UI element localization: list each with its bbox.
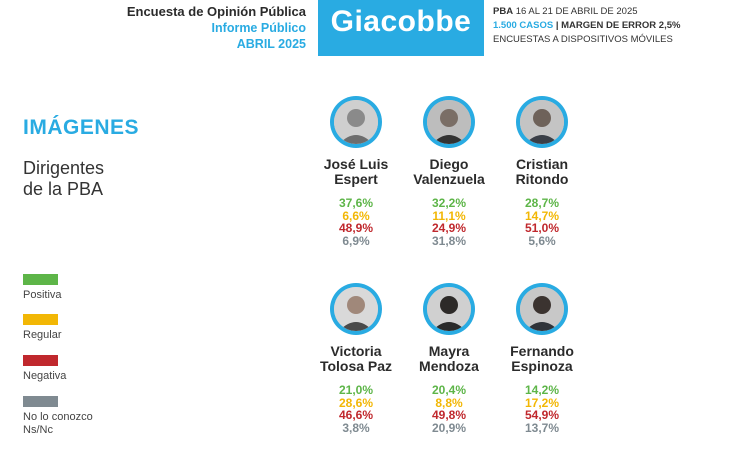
portrait-icon: [427, 287, 471, 331]
error-margin: | MARGEN DE ERROR 2,5%: [555, 20, 681, 31]
portrait-icon: [334, 287, 378, 331]
value-no-conozco: 3,8%: [342, 420, 370, 435]
candidate-avatar: [330, 283, 382, 335]
header-methodology: PBA 16 AL 21 DE ABRIL DE 2025 1.500 CASO…: [493, 5, 680, 47]
section-title: IMÁGENES: [23, 116, 140, 139]
sample-size: 1.500 CASOS: [493, 20, 554, 31]
survey-method: ENCUESTAS A DISPOSITIVOS MÓVILES: [493, 34, 673, 45]
legend-swatch-regular: [23, 314, 58, 325]
value-positiva: 28,7%: [524, 196, 560, 210]
candidate-avatar: [330, 96, 382, 148]
value-negativa: 48,9%: [338, 221, 374, 235]
value-positiva: 32,2%: [431, 196, 467, 210]
candidate-card: Mayra Mendoza 20,4% 8,8% 49,8% 20,9%: [394, 283, 504, 434]
value-negativa: 46,6%: [338, 408, 374, 422]
candidate-card: Fernando Espinoza 14,2% 17,2% 54,9% 13,7…: [487, 283, 597, 434]
candidate-first-name: Mayra: [428, 343, 470, 359]
candidate-last-name: Mendoza: [419, 358, 479, 374]
candidate-first-name: José Luis: [323, 156, 389, 172]
candidate-last-name: Espinoza: [511, 358, 573, 374]
region-label: PBA: [493, 6, 514, 17]
candidate-first-name: Cristian: [515, 156, 569, 172]
value-regular: 11,1%: [432, 208, 466, 223]
report-type: Informe Público: [211, 21, 306, 35]
legend-item-negativa: Negativa: [23, 355, 66, 383]
survey-title: Encuesta de Opinión Pública: [126, 4, 306, 19]
legend-swatch-negativa: [23, 355, 58, 366]
legend-label-regular: Regular: [23, 329, 62, 341]
candidate-first-name: Victoria: [330, 343, 382, 359]
candidate-avatar: [516, 96, 568, 148]
candidate-first-name: Fernando: [510, 343, 574, 359]
legend-label-negativa: Negativa: [23, 370, 67, 382]
legend-label-no-conozco: No lo conozco: [23, 411, 93, 423]
candidate-last-name: Ritondo: [515, 171, 569, 187]
value-negativa: 51,0%: [524, 221, 560, 235]
candidate-avatar: [516, 283, 568, 335]
candidate-card: Cristian Ritondo 28,7% 14,7% 51,0% 5,6%: [487, 96, 597, 247]
legend-label-positiva: Positiva: [23, 289, 62, 301]
candidate-avatar: [423, 283, 475, 335]
value-no-conozco: 31,8%: [431, 233, 467, 248]
subtitle-line-2: de la PBA: [23, 179, 104, 199]
legend-item-no-conozco: No lo conozco Ns/Nc: [23, 396, 93, 437]
portrait-icon: [427, 100, 471, 144]
report-date: ABRIL 2025: [236, 37, 306, 51]
value-regular: 14,7%: [524, 208, 560, 223]
header-survey-info: Encuesta de Opinión Pública Informe Públ…: [0, 4, 306, 52]
value-positiva: 37,6%: [338, 196, 374, 210]
legend-label-nsnc: Ns/Nc: [23, 424, 53, 436]
candidate-card: José Luis Espert 37,6% 6,6% 48,9% 6,9%: [301, 96, 411, 247]
candidate-last-name: Tolosa Paz: [319, 358, 393, 374]
value-no-conozco: 20,9%: [431, 420, 467, 435]
value-regular: 6,6%: [342, 208, 370, 223]
value-no-conozco: 13,7%: [524, 420, 560, 435]
value-negativa: 49,8%: [431, 408, 467, 422]
value-no-conozco: 6,9%: [342, 233, 370, 248]
candidate-card: Victoria Tolosa Paz 21,0% 28,6% 46,6% 3,…: [301, 283, 411, 434]
value-no-conozco: 5,6%: [528, 233, 556, 248]
value-positiva: 14,2%: [524, 383, 560, 397]
value-regular: 28,6%: [338, 395, 374, 410]
candidate-last-name: Espert: [334, 171, 378, 187]
candidate-first-name: Diego: [429, 156, 469, 172]
legend-swatch-no-conozco: [23, 396, 58, 407]
legend-swatch-positiva: [23, 274, 58, 285]
value-positiva: 20,4%: [431, 383, 467, 397]
candidate-last-name: Valenzuela: [413, 171, 485, 187]
candidate-card: Diego Valenzuela 32,2% 11,1% 24,9% 31,8%: [394, 96, 504, 247]
portrait-icon: [334, 100, 378, 144]
portrait-icon: [520, 287, 564, 331]
value-negativa: 54,9%: [524, 408, 560, 422]
value-negativa: 24,9%: [431, 221, 467, 235]
candidate-avatar: [423, 96, 475, 148]
value-regular: 17,2%: [524, 395, 560, 410]
subtitle-line-1: Dirigentes: [23, 158, 105, 178]
value-positiva: 21,0%: [338, 383, 374, 397]
subtitle: Dirigentes de la PBA: [23, 158, 104, 200]
legend-item-regular: Regular: [23, 314, 62, 342]
portrait-icon: [520, 100, 564, 144]
value-regular: 8,8%: [435, 395, 463, 410]
fieldwork-dates: 16 AL 21 DE ABRIL DE 2025: [515, 6, 638, 17]
legend-item-positiva: Positiva: [23, 274, 62, 302]
brand-logo: Giacobbe: [318, 0, 484, 56]
